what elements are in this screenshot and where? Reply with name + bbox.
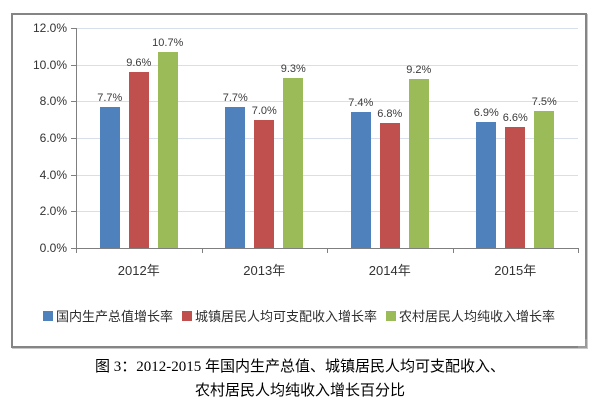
bar-slot: 7.5% [531,28,557,248]
bar-series1-2013年 [225,106,246,248]
legend-item-label: 城镇居民人均可支配收入增长率 [194,309,377,324]
y-axis-line [76,28,77,253]
figure-caption: 图 3：2012-2015 年国内生产总值、城镇居民人均可支配收入、 农村居民人… [0,355,600,403]
y-axis-tick [71,174,76,176]
bar-value-label: 7.0% [251,104,277,117]
plot-area: 12.0% 10.0% 8.0% 6.0% 4.0% 2.0% 0.0% 7.7% 9.6% 10… [13,15,585,346]
y-axis-tick [71,248,76,249]
bar-slot: 6.8% [377,28,403,248]
legend-item-series1: 国内生产总值增长率 [42,306,173,325]
bar-value-label: 9.2% [406,64,432,77]
bar-slot: 9.3% [280,28,306,248]
y-axis-tick [71,28,76,29]
chart-legend: 国内生产总值增长率 城镇居民人均可支配收入增长率 农村居民人均纯收入增长率 [13,306,585,325]
x-axis-tick [578,248,579,253]
caption-line-2: 农村居民人均纯收入增长百分比 [194,383,405,399]
y-axis-tick [71,64,76,66]
bar-value-label: 7.5% [531,95,557,108]
bar-slot: 9.2% [406,28,432,248]
bar-group-2013年: 7.7% 7.0% 9.3% [202,28,328,248]
gridline [76,101,578,103]
x-axis-category-label: 2013年 [243,263,286,278]
bar-slot: 10.7% [152,28,183,248]
y-axis-tick [71,138,76,139]
gridline [76,174,578,176]
x-axis-tick [201,248,203,253]
bar-series3-2015年 [534,110,555,248]
gridline [76,138,578,139]
bar-series3-2012年 [157,51,178,248]
bar-group-2012年: 7.7% 9.6% 10.7% [76,28,202,248]
gridline [76,28,578,29]
legend-item-series3: 农村居民人均纯收入增长率 [386,306,555,325]
x-axis-category-label: 2015年 [494,263,537,278]
y-axis-tick [71,211,76,213]
y-axis-tick-label: 0.0% [39,241,67,255]
bar-group-2014年: 7.4% 6.8% 9.2% [327,28,453,248]
bar-value-label: 7.7% [222,91,248,104]
bar-slot: 7.7% [222,28,248,248]
x-axis-category-label: 2014年 [368,263,411,278]
bar-slot: 6.9% [473,28,499,248]
bar-slot: 7.7% [97,28,123,248]
y-axis-tick-label: 2.0% [39,204,67,219]
y-axis-tick [71,101,76,103]
bar-series2-2012年 [128,72,149,248]
bar-series2-2013年 [254,119,275,248]
legend-marker-icon [386,310,396,321]
legend-marker-icon [42,310,53,321]
y-axis-tick-label: 4.0% [39,167,67,182]
bar-series1-2014年 [350,112,371,248]
legend-marker-icon [181,310,192,321]
y-axis-tick-label: 6.0% [39,131,67,145]
bar-value-label: 7.4% [348,97,374,110]
bar-value-label: 6.9% [473,106,499,119]
resize-handle-icon [578,339,587,348]
bar-value-label: 9.3% [280,62,306,75]
caption-line-1: 图 3：2012-2015 年国内生产总值、城镇居民人均可支配收入、 [95,359,505,375]
x-axis-tick [76,248,77,253]
bar-value-label: 10.7% [152,36,184,49]
gridline [76,211,578,213]
x-axis-tick [452,248,454,253]
x-axis-tick [327,248,328,253]
bar-value-label: 9.6% [126,57,152,69]
bar-value-label: 6.8% [377,108,403,121]
bar-series2-2015年 [505,127,526,248]
chart-frame[interactable]: 12.0% 10.0% 8.0% 6.0% 4.0% 2.0% 0.0% 7.7% 9.6% 10… [11,13,587,348]
bar-series1-2012年 [99,106,120,248]
bar-value-label: 7.7% [97,91,123,104]
x-axis-category-label: 2012年 [117,263,160,278]
y-axis-tick-label: 12.0% [32,21,67,35]
y-axis-tick-label: 10.0% [32,57,67,72]
bar-group-2015年: 6.9% 6.6% 7.5% [453,28,579,248]
legend-item-series2: 城镇居民人均可支配收入增长率 [181,306,377,325]
bar-slot: 6.6% [502,28,528,248]
bar-slot: 7.0% [251,28,277,248]
bar-slot: 7.4% [348,28,374,248]
bar-slot: 9.6% [126,28,152,248]
bar-series3-2014年 [408,79,429,248]
bar-series1-2015年 [476,121,497,248]
bar-series3-2013年 [283,77,304,248]
legend-item-label: 国内生产总值增长率 [55,309,173,324]
gridline [76,64,578,66]
y-axis-tick-label: 8.0% [39,94,67,109]
bar-series2-2014年 [379,123,400,248]
legend-item-label: 农村居民人均纯收入增长率 [399,309,556,324]
bar-value-label: 6.6% [502,112,528,124]
